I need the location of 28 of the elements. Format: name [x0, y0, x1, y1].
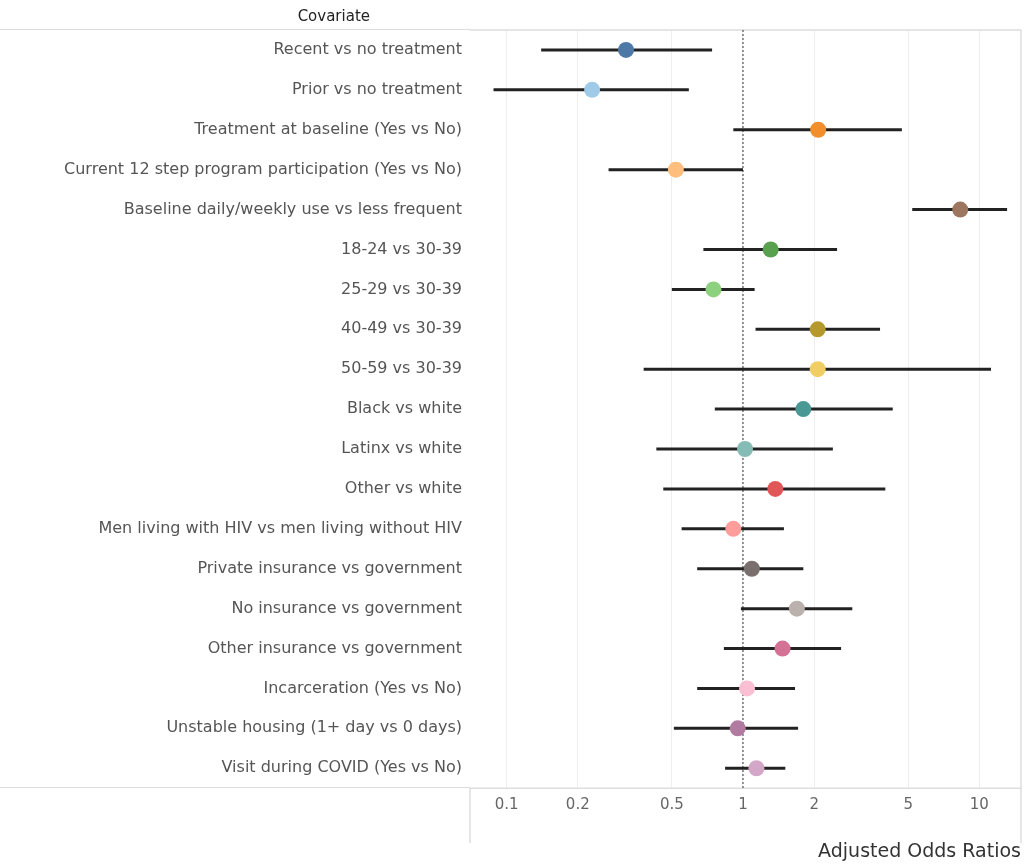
- y-tick-label: Unstable housing (1+ day vs 0 days): [166, 717, 462, 737]
- y-tick-label: Latinx vs white: [341, 438, 462, 458]
- y-tick-label: 40-49 vs 30-39: [341, 318, 462, 338]
- x-axis-title: Adjusted Odds Ratios: [818, 838, 1021, 861]
- x-tick-label: 2: [809, 795, 819, 814]
- y-tick-label: Current 12 step program participation (Yes vs No): [64, 158, 462, 178]
- y-tick-label: Treatment at baseline (Yes vs No): [193, 118, 462, 138]
- y-tick-label: Recent vs no treatment: [273, 39, 462, 59]
- y-tick-label: Men living with HIV vs men living without HIV: [98, 517, 463, 537]
- x-tick-label: 1: [738, 795, 748, 814]
- x-tick-label: 0.1: [494, 795, 519, 814]
- y-tick-label: No insurance vs government: [231, 597, 462, 617]
- y-tick-label: Other insurance vs government: [207, 637, 462, 657]
- y-tick-label: Incarceration (Yes vs No): [263, 677, 462, 697]
- y-tick-label: Visit during COVID (Yes vs No): [221, 757, 462, 777]
- y-tick-label: 50-59 vs 30-39: [341, 358, 462, 378]
- x-tick-label: 10: [969, 795, 989, 814]
- y-tick-label: Black vs white: [346, 398, 462, 418]
- y-tick-label: 25-29 vs 30-39: [341, 278, 462, 298]
- x-tick-label: 0.5: [659, 795, 684, 814]
- y-tick-label: Prior vs no treatment: [291, 79, 462, 99]
- y-tick-label: Baseline daily/weekly use vs less frequent: [123, 198, 462, 218]
- x-tick-label: 5: [903, 795, 913, 814]
- y-axis-title: Covariate: [297, 7, 370, 26]
- y-tick-label: Private insurance vs government: [197, 557, 462, 577]
- y-tick-label: 18-24 vs 30-39: [341, 238, 462, 258]
- x-tick-label: 0.2: [565, 795, 590, 814]
- y-tick-label: Other vs white: [344, 478, 462, 498]
